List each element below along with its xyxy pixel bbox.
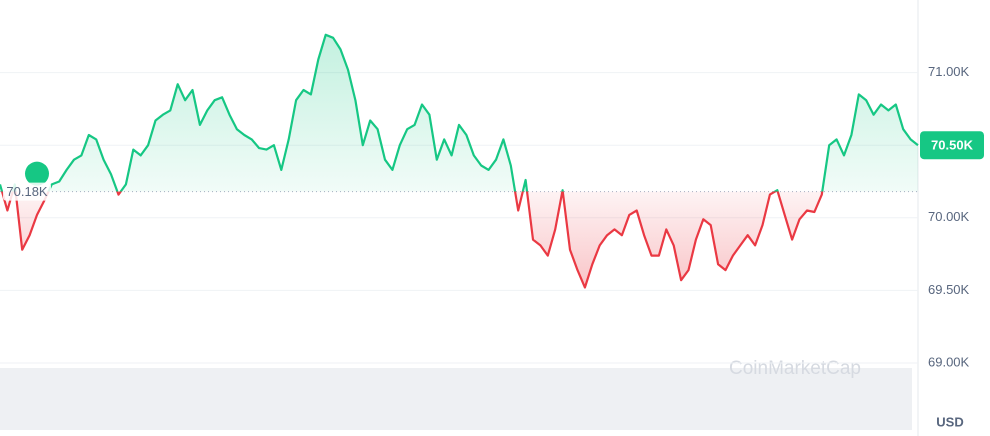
y-tick-label: 69.50K: [928, 282, 970, 297]
volume-area: [0, 368, 912, 430]
baseline-label-bg: [3, 182, 51, 201]
baseline-label: 70.18K: [6, 184, 48, 199]
y-tick-label: 69.00K: [928, 354, 970, 369]
last-price-label: 70.50K: [931, 138, 974, 153]
price-line: [0, 33, 919, 289]
currency: USD: [936, 414, 963, 429]
price-area: [0, 34, 918, 288]
y-tick-label: 70.00K: [928, 209, 970, 224]
y-tick-label: 71.00K: [928, 64, 970, 79]
watermark: CoinMarketCap: [729, 358, 861, 379]
last-price-marker: [920, 131, 984, 160]
baseline-marker: [25, 161, 49, 186]
